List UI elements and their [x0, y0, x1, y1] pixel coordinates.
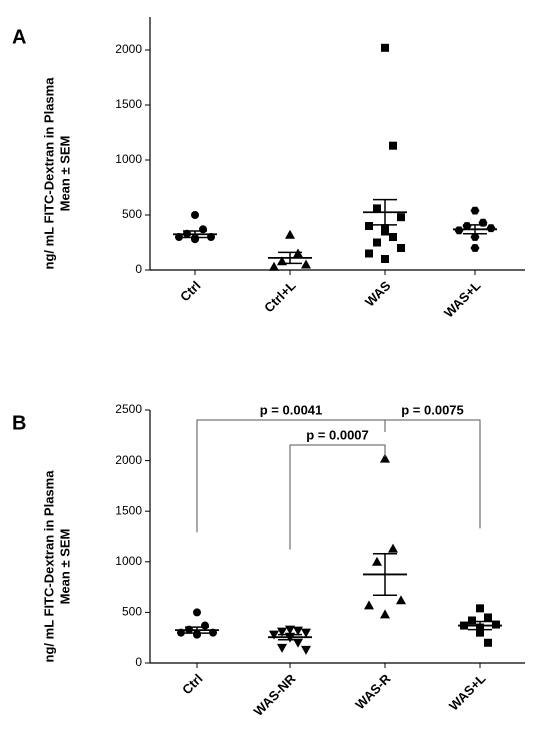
- y-tick-label: 2000: [115, 42, 142, 56]
- data-point: [365, 222, 373, 230]
- data-point: [462, 222, 472, 230]
- data-point: [476, 628, 484, 637]
- data-point: [492, 620, 500, 629]
- x-tick-label: WAS-R: [352, 671, 394, 713]
- data-point: [301, 259, 311, 269]
- data-point: [389, 141, 397, 150]
- y-tick-label: 1500: [115, 97, 142, 111]
- data-point: [199, 225, 207, 234]
- data-point: [484, 613, 492, 622]
- data-point: [388, 543, 398, 553]
- y-tick-label: 1500: [115, 503, 142, 517]
- data-point: [470, 244, 480, 252]
- p-value: p = 0.0075: [401, 402, 464, 417]
- y-tick-label: 1000: [115, 554, 142, 568]
- data-point: [397, 244, 405, 252]
- y-tick-label: 0: [135, 655, 142, 669]
- data-point: [470, 233, 480, 241]
- data-point: [301, 645, 311, 655]
- y-axis-label: Mean ± SEM: [57, 136, 72, 212]
- data-point: [476, 604, 484, 613]
- panel-label: B: [12, 412, 26, 434]
- y-axis-label: Mean ± SEM: [57, 529, 72, 605]
- data-point: [285, 229, 295, 239]
- y-tick-label: 500: [122, 207, 142, 221]
- data-point: [365, 249, 373, 258]
- data-point: [277, 643, 287, 653]
- y-tick-label: 500: [122, 605, 142, 619]
- comparison-bracket: [384, 419, 481, 529]
- x-tick-label: Ctrl: [177, 278, 203, 304]
- x-tick-label: WAS-NR: [251, 671, 299, 719]
- y-axis-label: ng/ mL FITC-Dextran in Plasma: [41, 470, 56, 663]
- x-tick-label: WAS: [362, 278, 394, 310]
- data-point: [293, 638, 303, 648]
- data-point: [193, 608, 201, 617]
- data-point: [372, 556, 382, 566]
- data-point: [269, 630, 279, 640]
- data-point: [381, 255, 389, 263]
- data-point: [454, 226, 464, 235]
- y-tick-label: 0: [135, 262, 142, 276]
- comparison-bracket: [289, 444, 386, 550]
- p-value: p = 0.0007: [306, 427, 369, 442]
- y-tick-label: 2000: [115, 453, 142, 467]
- data-point: [484, 638, 492, 647]
- x-tick-label: Ctrl: [179, 671, 205, 697]
- data-point: [201, 621, 209, 630]
- y-axis-label: ng/ mL FITC-Dextran in Plasma: [41, 77, 56, 270]
- data-point: [269, 261, 279, 271]
- x-tick-label: WAS+L: [441, 278, 484, 321]
- data-point: [364, 600, 374, 610]
- data-point: [380, 453, 390, 463]
- data-point: [381, 43, 389, 52]
- data-point: [373, 204, 381, 213]
- data-point: [373, 238, 381, 247]
- data-point: [380, 609, 390, 619]
- data-point: [191, 211, 199, 219]
- data-point: [396, 595, 406, 605]
- x-tick-label: WAS+L: [446, 671, 489, 714]
- data-point: [397, 213, 405, 222]
- data-point: [389, 233, 397, 241]
- data-point: [468, 616, 476, 625]
- data-point: [470, 206, 480, 215]
- data-point: [285, 625, 295, 635]
- data-point: [277, 627, 287, 637]
- data-point: [486, 224, 496, 233]
- p-value: p = 0.0041: [260, 402, 323, 417]
- data-point: [301, 628, 311, 638]
- x-tick-label: Ctrl+L: [261, 278, 298, 315]
- y-tick-label: 1000: [115, 152, 142, 166]
- data-point: [381, 227, 389, 236]
- panel-label: A: [12, 26, 26, 48]
- y-tick-label: 2500: [115, 402, 142, 416]
- data-point: [293, 626, 303, 636]
